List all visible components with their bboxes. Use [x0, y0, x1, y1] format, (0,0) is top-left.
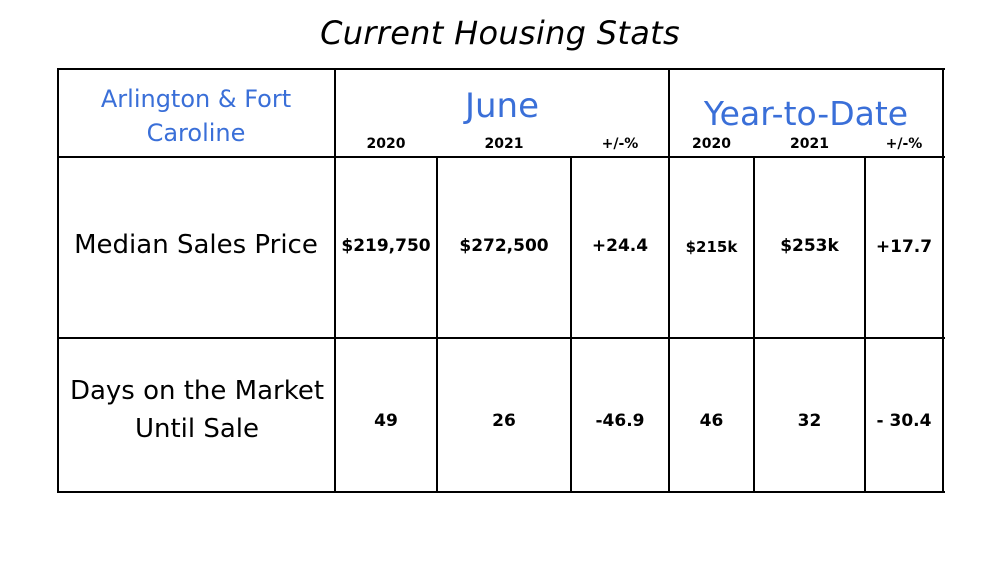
table-divider-june-2: [570, 156, 572, 493]
table-border-left: [57, 68, 59, 493]
june-header: June: [464, 86, 540, 126]
ytd-col-change: +/-%: [885, 136, 923, 152]
cell-median-ytd-change: +17.7: [875, 237, 933, 257]
june-col-2020: 2020: [366, 136, 406, 152]
cell-days-ytd-2020: 46: [699, 411, 724, 431]
table-divider-june-1: [436, 156, 438, 493]
table-border-bottom: [57, 491, 945, 493]
cell-median-june-2020: $219,750: [341, 236, 431, 256]
ytd-col-2020: 2020: [692, 136, 731, 152]
table-border-top: [57, 68, 945, 70]
ytd-header: Year-to-Date: [703, 94, 909, 133]
table-border-right: [942, 68, 944, 493]
page-title: Current Housing Stats: [320, 14, 680, 52]
cell-days-june-change: -46.9: [595, 411, 645, 431]
cell-median-june-2021: $272,500: [459, 236, 549, 256]
region-label: Arlington & Fort Caroline: [100, 85, 292, 147]
cell-days-june-2020: 49: [374, 411, 398, 431]
june-col-change: +/-%: [601, 136, 639, 152]
cell-median-ytd-2021: $253k: [780, 236, 839, 256]
table-divider-row: [57, 337, 945, 339]
table-divider-label: [334, 68, 336, 493]
cell-median-ytd-2020: $215k: [685, 238, 738, 256]
ytd-col-2021: 2021: [790, 136, 829, 152]
june-col-2021: 2021: [484, 136, 524, 152]
cell-days-june-2021: 26: [492, 411, 516, 431]
cell-days-ytd-2021: 32: [797, 411, 822, 431]
row-label-median-price: Median Sales Price: [74, 230, 318, 260]
cell-median-june-change: +24.4: [591, 236, 649, 256]
table-divider-group: [668, 68, 670, 493]
row-label-days-on-market: Days on the Market Until Sale: [69, 376, 325, 444]
table-divider-ytd-1: [753, 156, 755, 493]
table-divider-header: [57, 156, 945, 158]
cell-days-ytd-change: - 30.4: [876, 411, 932, 431]
table-divider-ytd-2: [864, 156, 866, 493]
